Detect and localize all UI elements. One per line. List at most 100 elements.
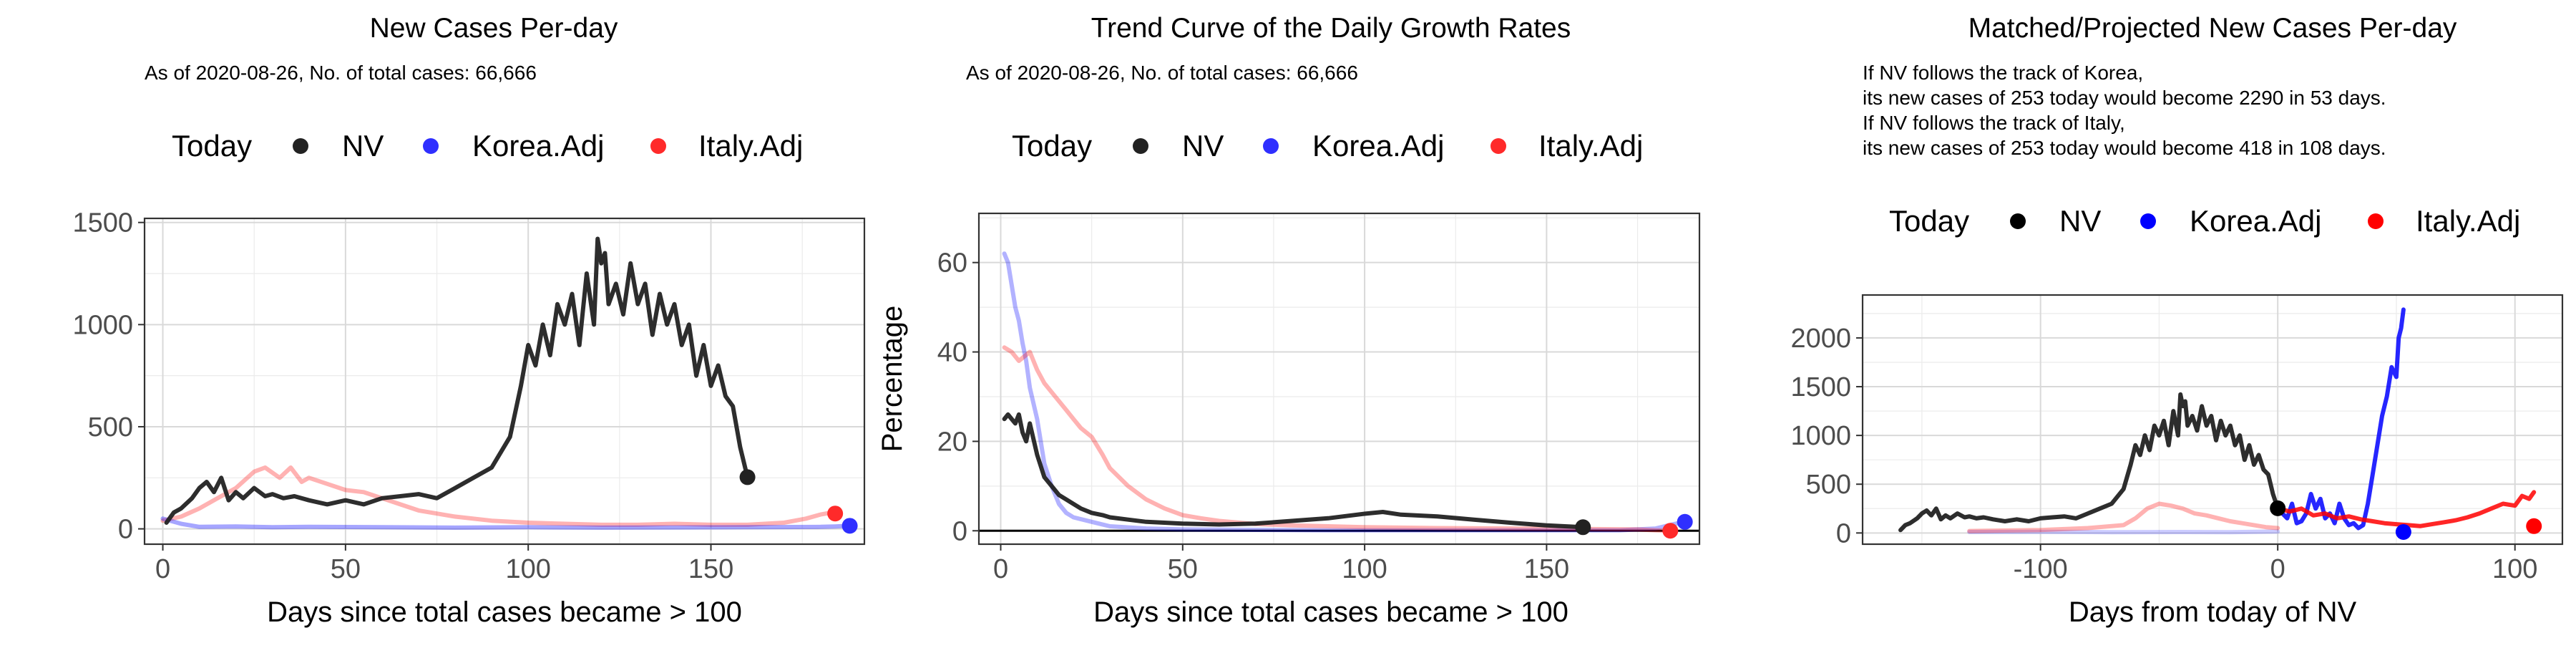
today-point-nv	[2270, 500, 2286, 516]
legend-marker-nv	[2010, 213, 2026, 229]
x-tick-label: 150	[688, 554, 733, 584]
legend-label-nv: NV	[1182, 129, 1224, 163]
panel-3-today-points	[2270, 500, 2542, 540]
today-point-nv	[739, 469, 756, 485]
series-line-korea-adj	[1002, 251, 1687, 533]
panel-1-legend: Today NV Korea.Adj Italy.Adj	[172, 129, 803, 163]
panel-2-y-axis-label: Percentage	[877, 306, 908, 453]
today-point-korea-adj	[1677, 513, 1693, 530]
x-tick-label: -100	[2014, 554, 2068, 584]
x-tick-label: 0	[2270, 554, 2285, 584]
panel-2-title: Trend Curve of the Daily Growth Rates	[1091, 13, 1571, 44]
x-tick-label: 0	[155, 554, 170, 584]
panel-1-series	[160, 236, 852, 530]
panel-2-plot-border	[977, 212, 1701, 546]
panel-2-legend: Today NV Korea.Adj Italy.Adj	[1012, 129, 1643, 163]
panel-2-gridlines	[979, 213, 1699, 544]
x-tick-label: 50	[331, 554, 361, 584]
panel-1-gridlines	[145, 218, 864, 544]
panel-3-title: Matched/Projected New Cases Per-day	[1968, 13, 2457, 44]
y-tick-label: 500	[88, 412, 133, 443]
series-line-nv	[1002, 412, 1586, 530]
today-point-italy-adj	[827, 506, 844, 522]
y-tick-label: 1500	[72, 208, 133, 238]
series-line-korea-adj	[160, 516, 852, 530]
legend-marker-italy	[2368, 213, 2384, 229]
panel-projected: Matched/Projected New Cases Per-day If N…	[1790, 13, 2564, 628]
panel-1-x-axis-label: Days since total cases became > 100	[267, 596, 742, 628]
legend-marker-korea	[423, 138, 439, 154]
today-point-korea-adj	[841, 518, 858, 534]
x-tick-label: 150	[1524, 554, 1569, 584]
legend-marker-italy	[1491, 138, 1506, 154]
series-line-italy-adj	[1002, 345, 1673, 533]
panel-3-legend: Today NV Korea.Adj Italy.Adj	[1889, 204, 2520, 238]
panel-2-tick-labels: 0 50 100 150 0 20 40 60	[937, 248, 1569, 584]
panel-3-gridlines	[1863, 295, 2562, 544]
y-tick-label: 2000	[1790, 324, 1851, 354]
panel-3-plot-border	[1861, 294, 2564, 546]
panel-1-subtitle: As of 2020-08-26, No. of total cases: 66…	[145, 62, 537, 84]
legend-marker-nv	[293, 138, 308, 154]
y-tick-label: 1000	[72, 310, 133, 340]
panel-1-plot-border	[143, 217, 866, 546]
y-tick-label: 60	[937, 248, 967, 279]
panel-2-x-axis-label: Days since total cases became > 100	[1093, 596, 1568, 628]
panel-growth-rates: Trend Curve of the Daily Growth Rates As…	[877, 13, 1701, 628]
legend-marker-italy	[650, 138, 666, 154]
x-tick-label: 100	[1342, 554, 1387, 584]
y-tick-label: 0	[1836, 518, 1851, 548]
today-point-italy-adj	[1662, 523, 1679, 539]
panel-3-subtitle-line-4: its new cases of 253 today would become …	[1863, 137, 2386, 159]
panel-3-x-axis-label: Days from today of NV	[2069, 596, 2357, 628]
legend-marker-korea	[2140, 213, 2156, 229]
panel-2-today-points	[1575, 513, 1693, 539]
legend-title: Today	[172, 129, 252, 163]
y-tick-label: 40	[937, 338, 967, 368]
legend-label-korea: Korea.Adj	[2190, 204, 2321, 238]
legend-label-italy: Italy.Adj	[698, 129, 803, 163]
series-line-italy-adj-past	[1967, 501, 2280, 533]
panel-3-subtitle-line-3: If NV follows the track of Italy,	[1863, 112, 2125, 134]
panel-1-title: New Cases Per-day	[370, 13, 618, 44]
x-tick-label: 100	[2492, 554, 2537, 584]
today-point-nv	[1575, 519, 1591, 536]
legend-label-nv: NV	[342, 129, 384, 163]
panel-3-subtitle-line-2: its new cases of 253 today would become …	[1863, 87, 2386, 109]
x-tick-label: 50	[1168, 554, 1198, 584]
legend-label-italy: Italy.Adj	[2416, 204, 2520, 238]
panel-2-subtitle: As of 2020-08-26, No. of total cases: 66…	[966, 62, 1358, 84]
y-tick-label: 1000	[1790, 421, 1851, 451]
y-tick-label: 0	[952, 516, 967, 546]
legend-title: Today	[1012, 129, 1092, 163]
y-tick-label: 20	[937, 427, 967, 457]
today-point-italy-adj	[2526, 518, 2542, 534]
today-point-korea-adj	[2395, 523, 2411, 540]
panel-3-series	[1898, 307, 2537, 535]
panel-new-cases: New Cases Per-day As of 2020-08-26, No. …	[72, 13, 866, 628]
panel-3-subtitle-line-1: If NV follows the track of Korea,	[1863, 62, 2143, 84]
legend-label-italy: Italy.Adj	[1538, 129, 1643, 163]
legend-title: Today	[1889, 204, 1969, 238]
series-line-nv	[164, 236, 750, 525]
x-tick-label: 0	[993, 554, 1008, 584]
y-tick-label: 500	[1806, 470, 1851, 500]
series-line-italy-adj	[160, 465, 841, 527]
x-tick-label: 100	[505, 554, 550, 584]
panel-2-series	[1002, 251, 1687, 533]
y-tick-label: 0	[118, 515, 133, 545]
legend-label-korea: Korea.Adj	[1312, 129, 1444, 163]
legend-label-korea: Korea.Adj	[472, 129, 604, 163]
legend-marker-korea	[1263, 138, 1279, 154]
y-tick-label: 1500	[1790, 372, 1851, 402]
panel-1-today-points	[739, 469, 858, 534]
series-line-korea-adj	[2275, 307, 2406, 531]
legend-label-nv: NV	[2059, 204, 2101, 238]
series-line-nv	[1898, 392, 2280, 533]
series-line-italy-adj	[2275, 490, 2537, 528]
legend-marker-nv	[1133, 138, 1148, 154]
